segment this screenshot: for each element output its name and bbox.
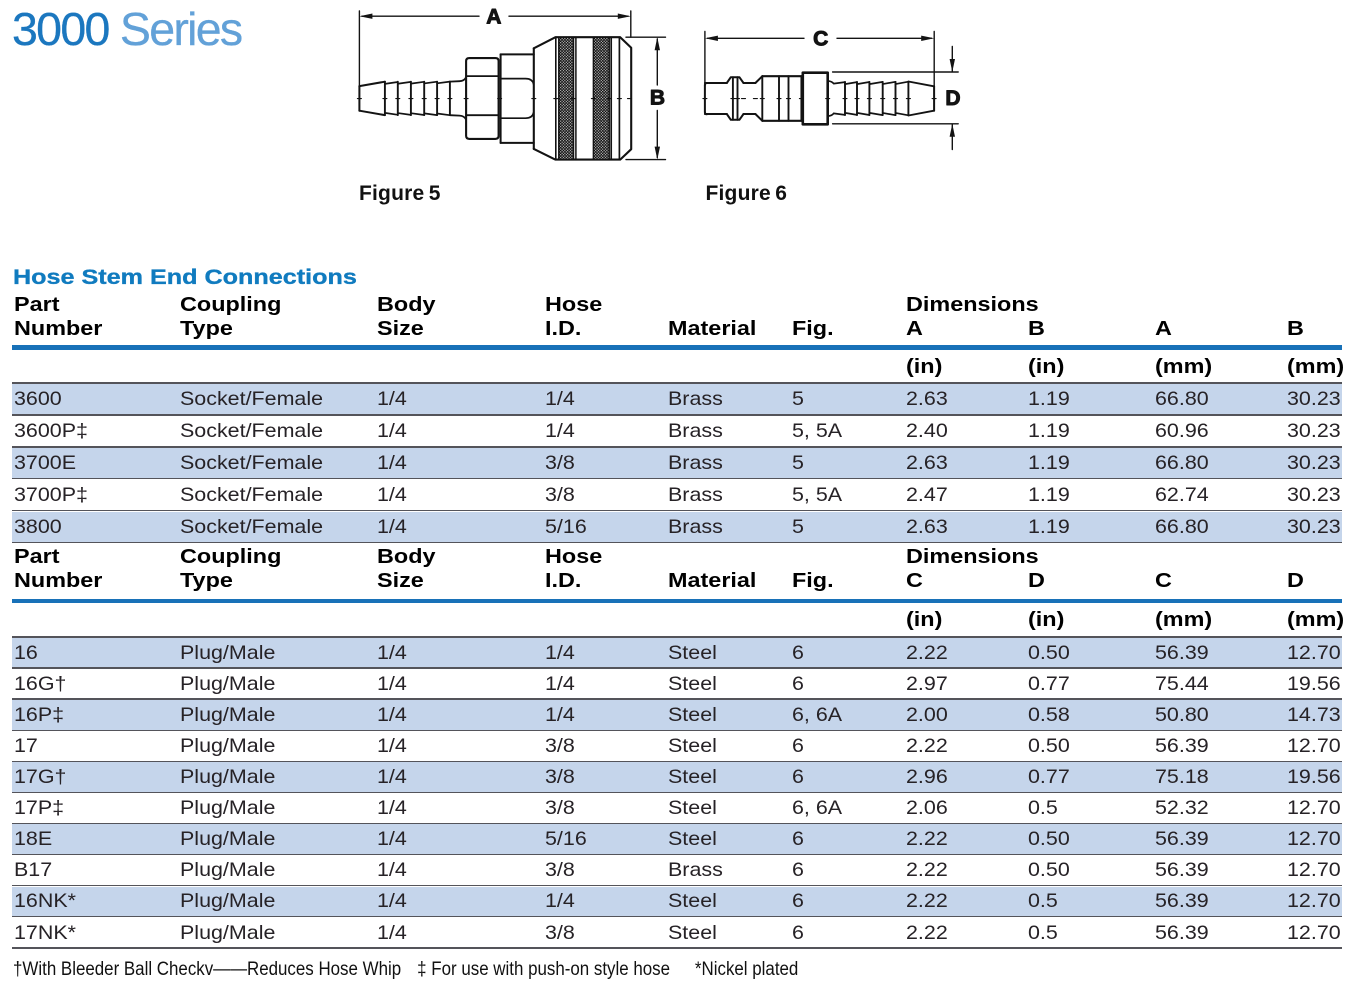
svg-text:C: C (813, 27, 828, 50)
svg-text:B: B (650, 87, 665, 110)
svg-text:A: A (486, 5, 501, 28)
svg-text:D: D (945, 87, 960, 110)
